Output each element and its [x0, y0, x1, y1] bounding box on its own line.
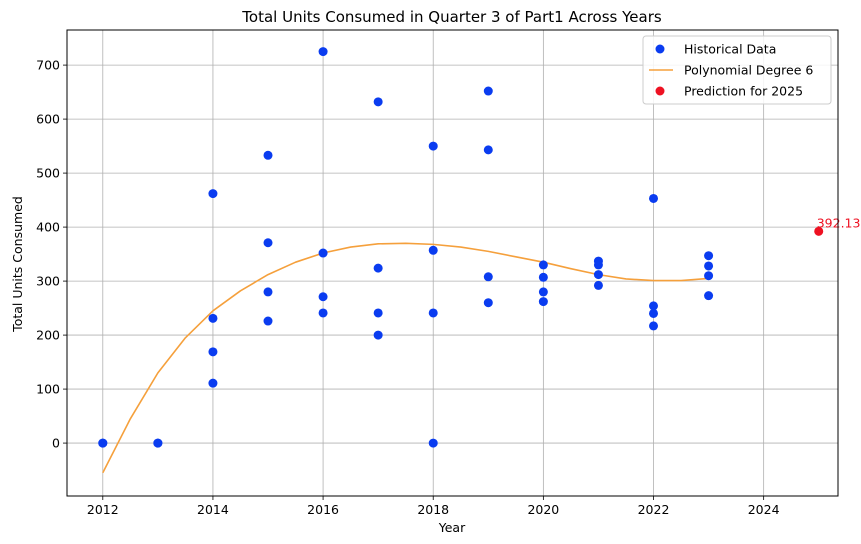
x-tick-label: 2014 — [197, 502, 229, 517]
data-point — [208, 378, 218, 388]
x-tick-label: 2012 — [87, 502, 119, 517]
data-point — [593, 280, 603, 290]
data-point — [649, 301, 659, 311]
x-tick-label: 2022 — [638, 502, 670, 517]
data-point — [263, 150, 273, 160]
y-tick-label: 400 — [36, 220, 60, 235]
legend-label: Polynomial Degree 6 — [684, 63, 813, 78]
data-point — [538, 297, 548, 307]
data-point — [428, 308, 438, 318]
data-point — [593, 260, 603, 270]
data-point — [263, 287, 273, 297]
data-point — [373, 308, 383, 318]
legend-marker — [655, 86, 665, 96]
data-point — [704, 271, 714, 281]
x-tick-label: 2016 — [307, 502, 339, 517]
plot-frame — [66, 29, 839, 497]
data-point — [483, 272, 493, 282]
data-point — [263, 238, 273, 248]
data-point — [98, 438, 108, 448]
legend: Historical Data Polynomial Degree 6 Predic… — [642, 35, 832, 105]
data-point — [263, 316, 273, 326]
data-point — [208, 313, 218, 323]
grid — [67, 30, 838, 496]
legend-label: Prediction for 2025 — [684, 84, 803, 99]
x-tick-label: 2020 — [527, 502, 559, 517]
data-point — [373, 263, 383, 273]
data-point — [373, 330, 383, 340]
legend-marker — [655, 44, 665, 54]
data-point — [538, 260, 548, 270]
x-axis-title: Year — [438, 520, 466, 535]
annotation-layer: 392.13 — [817, 215, 861, 230]
x-tick-label: 2018 — [417, 502, 449, 517]
chart-title: Total Units Consumed in Quarter 3 of Par… — [241, 8, 662, 26]
y-tick-label: 300 — [36, 274, 60, 289]
data-point — [538, 272, 548, 282]
fit-curve-layer — [102, 242, 709, 474]
data-point — [649, 321, 659, 331]
data-point — [593, 270, 603, 280]
data-point — [208, 189, 218, 199]
prediction-label: 392.13 — [817, 215, 861, 230]
data-point — [428, 245, 438, 255]
data-point — [704, 261, 714, 271]
y-tick-label: 700 — [36, 58, 60, 73]
y-tick-label: 0 — [52, 436, 60, 451]
data-point — [153, 438, 163, 448]
ticks-layer: 2012 2014 2016 2018 2020 2022 2024 0 100 200 300 40… — [36, 58, 779, 517]
data-point — [373, 97, 383, 107]
y-tick-label: 600 — [36, 112, 60, 127]
data-point — [483, 86, 493, 96]
data-point — [704, 251, 714, 261]
data-point — [704, 291, 714, 301]
data-point — [483, 145, 493, 155]
y-tick-label: 100 — [36, 382, 60, 397]
y-tick-label: 500 — [36, 166, 60, 181]
data-point — [318, 308, 328, 318]
data-point — [428, 141, 438, 151]
points-layer — [98, 47, 824, 448]
prediction-point — [814, 226, 824, 236]
y-axis-title: Total Units Consumed — [10, 196, 25, 333]
fit-curve — [102, 242, 709, 474]
data-point — [208, 347, 218, 357]
data-point — [428, 438, 438, 448]
data-point — [649, 193, 659, 203]
y-tick-label: 200 — [36, 328, 60, 343]
x-tick-label: 2024 — [748, 502, 780, 517]
data-point — [318, 292, 328, 302]
data-point — [483, 298, 493, 308]
legend-label: Historical Data — [684, 42, 776, 57]
data-point — [538, 287, 548, 297]
data-point — [649, 308, 659, 318]
data-point — [318, 47, 328, 57]
data-point — [318, 248, 328, 258]
legend-box — [642, 35, 832, 105]
